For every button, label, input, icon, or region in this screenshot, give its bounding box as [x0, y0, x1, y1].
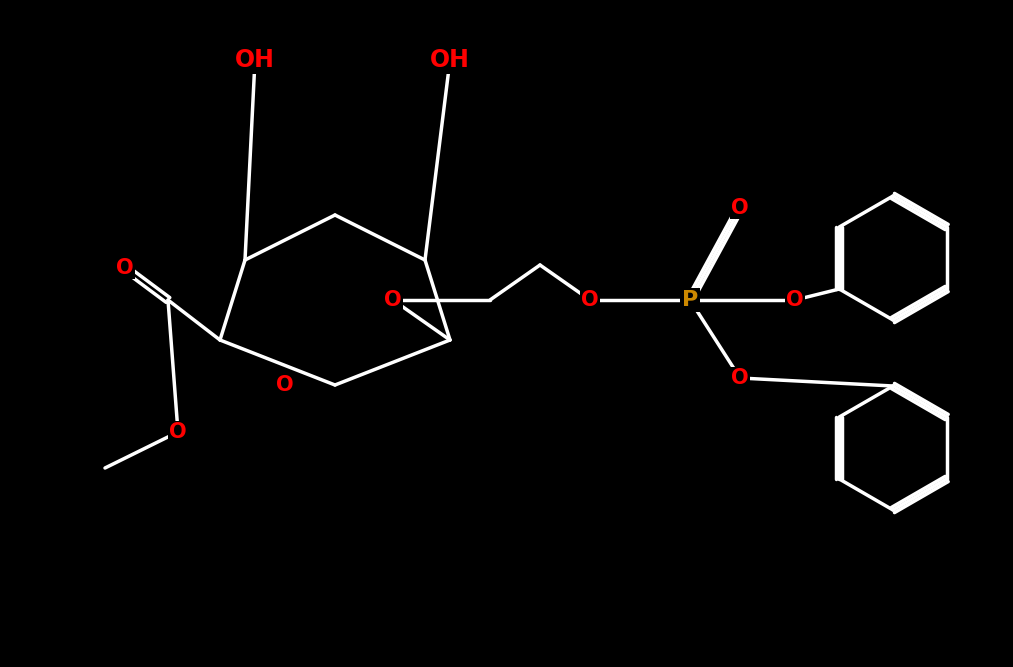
- Text: OH: OH: [431, 48, 470, 72]
- Text: O: O: [169, 422, 186, 442]
- Text: O: O: [581, 290, 599, 310]
- Text: O: O: [384, 290, 402, 310]
- Text: O: O: [277, 375, 294, 395]
- Text: O: O: [731, 368, 749, 388]
- Text: OH: OH: [235, 48, 275, 72]
- Text: O: O: [116, 258, 134, 278]
- Text: O: O: [786, 290, 803, 310]
- Text: P: P: [682, 290, 698, 310]
- Text: O: O: [731, 198, 749, 218]
